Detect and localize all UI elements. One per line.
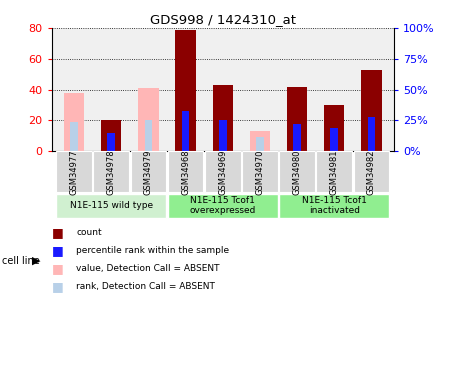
Bar: [361, 70, 382, 151]
Title: GDS998 / 1424310_at: GDS998 / 1424310_at: [150, 13, 296, 26]
Text: ▶: ▶: [32, 256, 41, 266]
Bar: [182, 111, 189, 151]
Bar: [212, 85, 233, 151]
Bar: [56, 151, 92, 192]
Text: GSM34977: GSM34977: [70, 149, 79, 195]
Text: GSM34980: GSM34980: [292, 149, 302, 195]
Bar: [368, 117, 375, 151]
Bar: [108, 133, 115, 151]
Text: N1E-115 wild type: N1E-115 wild type: [70, 201, 153, 210]
Bar: [138, 88, 158, 151]
Text: GSM34968: GSM34968: [181, 149, 190, 195]
Text: GSM34970: GSM34970: [256, 149, 265, 195]
Bar: [354, 151, 389, 192]
Text: ■: ■: [52, 244, 63, 257]
Bar: [94, 151, 129, 192]
Text: ■: ■: [52, 280, 63, 293]
Text: ■: ■: [52, 226, 63, 239]
Text: ■: ■: [52, 262, 63, 275]
Text: percentile rank within the sample: percentile rank within the sample: [76, 246, 230, 255]
Bar: [279, 194, 389, 217]
Text: GSM34979: GSM34979: [144, 149, 153, 195]
Text: GSM34978: GSM34978: [107, 149, 116, 195]
Bar: [242, 151, 278, 192]
Text: N1E-115 Tcof1
overexpressed: N1E-115 Tcof1 overexpressed: [189, 196, 256, 215]
Bar: [287, 87, 307, 151]
Bar: [205, 151, 241, 192]
Bar: [144, 120, 152, 151]
Bar: [219, 120, 227, 151]
Text: N1E-115 Tcof1
inactivated: N1E-115 Tcof1 inactivated: [302, 196, 367, 215]
Text: cell line: cell line: [2, 256, 40, 266]
Bar: [316, 151, 352, 192]
Bar: [293, 123, 301, 151]
Bar: [168, 194, 278, 217]
Bar: [176, 30, 196, 151]
Text: rank, Detection Call = ABSENT: rank, Detection Call = ABSENT: [76, 282, 216, 291]
Bar: [130, 151, 166, 192]
Bar: [330, 128, 338, 151]
Bar: [324, 105, 345, 151]
Text: GSM34981: GSM34981: [330, 149, 339, 195]
Bar: [64, 93, 84, 151]
Text: value, Detection Call = ABSENT: value, Detection Call = ABSENT: [76, 264, 220, 273]
Bar: [279, 151, 315, 192]
Text: GSM34969: GSM34969: [218, 149, 227, 195]
Text: GSM34982: GSM34982: [367, 149, 376, 195]
Bar: [256, 137, 264, 151]
Bar: [168, 151, 203, 192]
Bar: [56, 194, 166, 217]
Bar: [70, 122, 78, 151]
Bar: [101, 120, 122, 151]
Bar: [250, 131, 270, 151]
Text: count: count: [76, 228, 102, 237]
